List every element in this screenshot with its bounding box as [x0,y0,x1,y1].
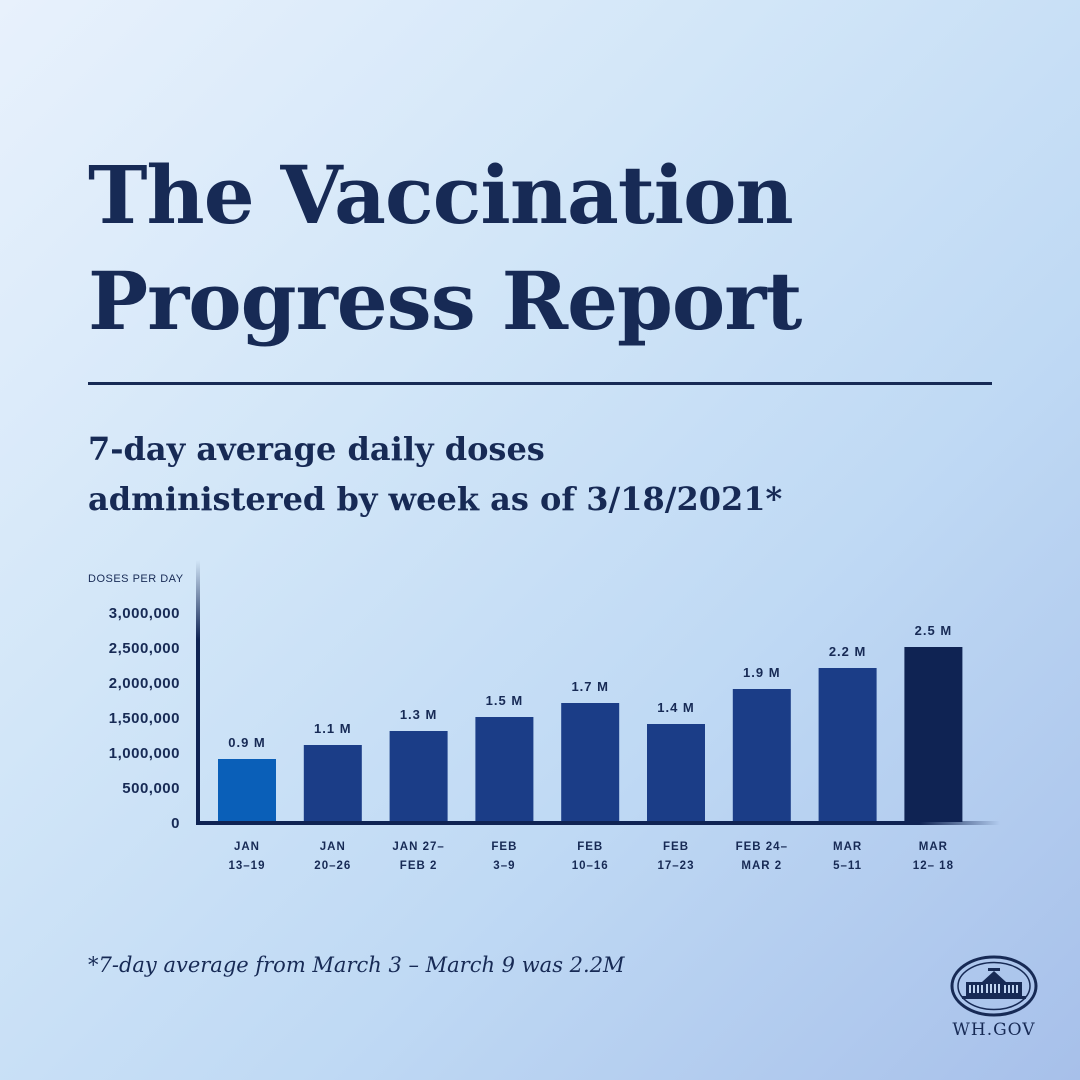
x-tick-label: 10–16 [572,860,609,872]
x-tick-label: MAR [833,841,862,853]
x-tick-label: 12– 18 [913,860,954,872]
white-house-icon [950,955,1038,1017]
data-label: 1.5 M [486,693,524,708]
y-tick-label: 2,000,000 [109,675,180,692]
x-tick-label: 20–26 [314,860,351,872]
title-line-1: The Vaccination [88,148,794,242]
data-label: 1.7 M [571,679,609,694]
logo-text: WH.GOV [952,1020,1036,1040]
y-tick-label: 2,500,000 [109,640,180,657]
x-tick-label: JAN 27– [392,841,444,853]
x-tick-label: MAR [919,841,948,853]
bar [561,703,620,822]
x-axis-line [196,821,1000,825]
data-labels: 0.9 M 1.1 M 1.3 M 1.5 M 1.7 M 1.4 M 1.9 M 2.2 M… [228,623,953,750]
title-line-2: Progress Report [88,254,802,348]
bar [303,745,362,822]
y-tick-label: 500,000 [122,780,180,797]
x-tick-label: FEB [577,841,603,853]
x-tick-label: JAN [234,841,260,853]
bar [475,717,534,822]
x-tick-label: MAR 2 [741,860,782,872]
x-tick-label: FEB 24– [736,841,788,853]
subtitle-line-2: administered by week as of 3/18/2021* [88,480,783,518]
bar-chart: 0 500,000 1,000,000 1,500,000 2,000,000 2,500… [88,560,1000,872]
x-tick-label: JAN [320,841,346,853]
x-axis-ticks: JAN 13–19 JAN 20–26 JAN 27– FEB 2 FEB 3–9 FEB 10–… [229,841,954,872]
y-tick-label: 1,000,000 [109,745,180,762]
bar [732,689,791,822]
subtitle-line-1: 7-day average daily doses [88,430,545,468]
x-tick-label: 5–11 [833,860,862,872]
y-tick-label: 1,500,000 [109,710,180,727]
page-title: The Vaccination Progress Report [88,142,1048,354]
footnote: *7-day average from March 3 – March 9 wa… [88,953,625,977]
data-label: 1.9 M [743,665,781,680]
bar [904,647,963,822]
data-label: 2.5 M [915,623,953,638]
bar [389,731,448,822]
data-label: 1.1 M [314,721,352,736]
bar [218,759,276,822]
chart-subtitle: 7-day average daily doses administered b… [88,424,988,524]
y-tick-label: 3,000,000 [109,605,180,622]
y-axis-label: DOSES PER DAY [88,573,184,585]
data-label: 0.9 M [228,735,266,750]
x-tick-label: 13–19 [229,860,266,872]
bar [647,724,705,822]
data-label: 2.2 M [829,644,867,659]
y-axis-line [196,560,200,824]
x-tick-label: 17–23 [658,860,695,872]
x-tick-label: FEB [663,841,689,853]
x-tick-label: FEB 2 [400,860,438,872]
x-tick-label: FEB [491,841,517,853]
title-divider [88,382,992,385]
x-tick-label: 3–9 [493,860,515,872]
y-axis-ticks: 0 500,000 1,000,000 1,500,000 2,000,000 2,500… [109,605,180,832]
data-label: 1.4 M [657,700,695,715]
bar [818,668,877,822]
y-tick-label: 0 [171,815,180,832]
data-label: 1.3 M [400,707,438,722]
bars [218,647,963,822]
